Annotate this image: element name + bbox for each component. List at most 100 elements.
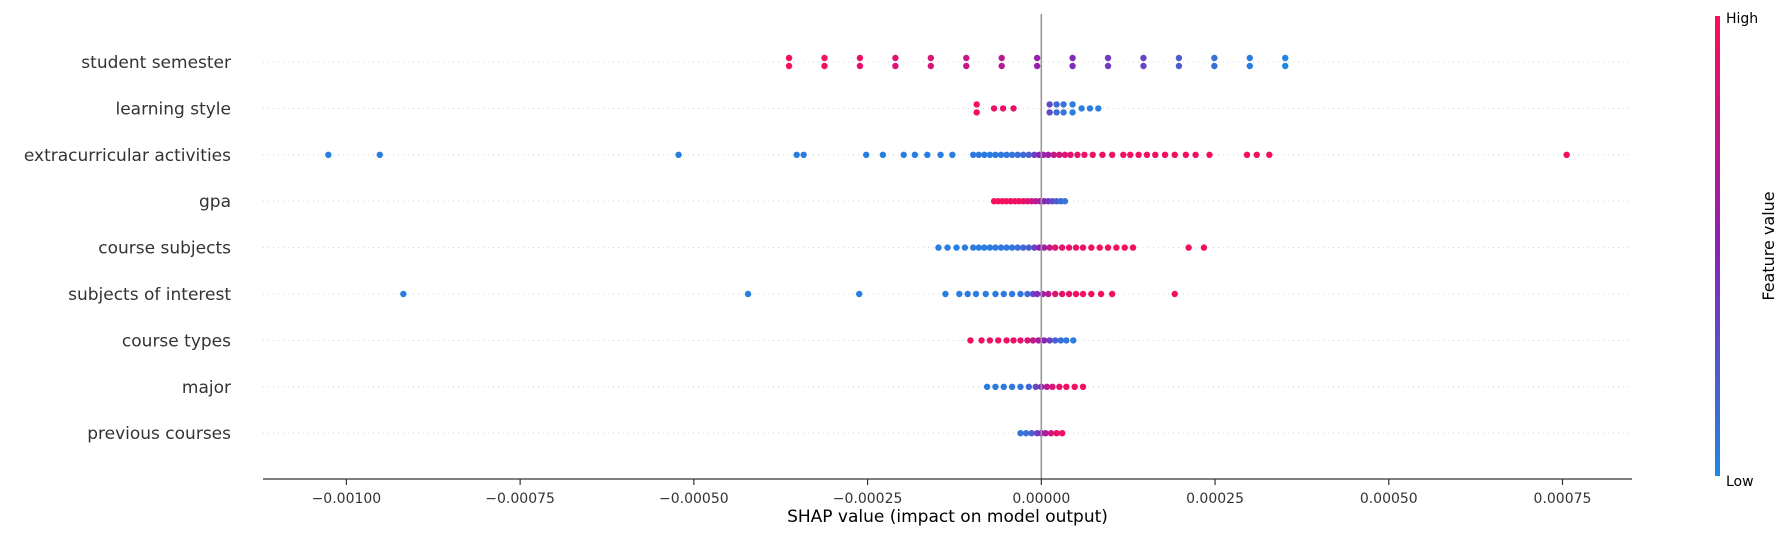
shap-point bbox=[1108, 151, 1116, 158]
shap-point bbox=[892, 54, 899, 62]
shap-point bbox=[953, 244, 960, 251]
shap-point bbox=[1079, 290, 1087, 298]
shap-point bbox=[1211, 62, 1218, 70]
shap-point bbox=[1045, 151, 1052, 158]
shap-point bbox=[1033, 62, 1041, 70]
shap-point bbox=[744, 290, 752, 298]
shap-point bbox=[963, 62, 970, 70]
shap-point bbox=[1022, 430, 1030, 437]
shap-point bbox=[1017, 290, 1024, 298]
shap-point bbox=[1039, 290, 1046, 298]
shap-point bbox=[1020, 244, 1027, 251]
shap-point bbox=[992, 383, 999, 390]
shap-point bbox=[1031, 151, 1038, 158]
shap-point bbox=[1028, 430, 1035, 437]
shap-point bbox=[1086, 105, 1094, 112]
shap-point bbox=[1063, 383, 1070, 390]
shap-point bbox=[1017, 383, 1024, 390]
shap-point bbox=[1095, 105, 1102, 112]
shap-point bbox=[937, 151, 944, 158]
shap-point bbox=[1049, 383, 1056, 390]
shap-point bbox=[1025, 383, 1033, 390]
shap-point bbox=[1053, 101, 1060, 108]
shap-point bbox=[1069, 54, 1076, 62]
shap-point bbox=[1029, 337, 1037, 344]
shap-point bbox=[1175, 62, 1183, 70]
shap-point bbox=[1067, 151, 1074, 158]
shap-point bbox=[1081, 151, 1088, 158]
shap-point bbox=[1104, 62, 1112, 70]
shap-point bbox=[1025, 244, 1033, 251]
shap-point bbox=[973, 109, 980, 116]
shap-point bbox=[983, 383, 991, 390]
shap-point bbox=[1182, 151, 1190, 158]
x-tick-label: −0.00050 bbox=[659, 491, 729, 507]
feature-label: subjects of interest bbox=[68, 285, 231, 305]
shap-point bbox=[1058, 430, 1066, 437]
shap-point bbox=[1113, 244, 1120, 251]
shap-point bbox=[856, 54, 864, 62]
shap-point bbox=[1065, 290, 1073, 298]
feature-label: learning style bbox=[115, 99, 231, 119]
shap-point bbox=[793, 151, 800, 158]
shap-point bbox=[1046, 337, 1053, 344]
shap-point bbox=[892, 62, 899, 70]
shap-point bbox=[1052, 337, 1059, 344]
x-axis-title: SHAP value (impact on model output) bbox=[787, 507, 1108, 527]
x-tick-label: −0.00100 bbox=[312, 491, 382, 507]
shap-point bbox=[1025, 151, 1033, 158]
shap-point bbox=[1053, 109, 1060, 116]
shap-point bbox=[975, 244, 982, 251]
shap-point bbox=[1152, 151, 1159, 158]
shap-point bbox=[1024, 337, 1031, 344]
shap-point bbox=[1053, 430, 1060, 437]
shap-point bbox=[1175, 54, 1183, 62]
shap-point bbox=[1140, 54, 1147, 62]
shap-point bbox=[400, 290, 407, 298]
shap-point bbox=[821, 62, 828, 70]
shap-point bbox=[1079, 244, 1087, 251]
shap-point bbox=[1003, 244, 1010, 251]
shap-point bbox=[998, 54, 1005, 62]
shap-point bbox=[1266, 151, 1273, 158]
shap-point bbox=[1120, 151, 1127, 158]
colorbar-low-label: Low bbox=[1726, 474, 1754, 490]
shap-point bbox=[1243, 151, 1251, 158]
feature-labels: student semester learning style extracurri… bbox=[24, 53, 231, 444]
shap-point bbox=[981, 151, 988, 158]
shap-point bbox=[1040, 244, 1048, 251]
shap-point bbox=[1008, 151, 1016, 158]
shap-point bbox=[1089, 151, 1096, 158]
shap-point bbox=[1020, 151, 1027, 158]
shap-point bbox=[964, 290, 971, 298]
x-axis-ticks: −0.00100 −0.00075 −0.00050 −0.00025 0.00000 0… bbox=[312, 479, 1591, 507]
shap-point bbox=[972, 290, 980, 298]
shap-point bbox=[785, 54, 793, 62]
shap-point bbox=[1135, 151, 1142, 158]
feature-label: student semester bbox=[81, 53, 231, 73]
shap-point bbox=[1014, 151, 1021, 158]
x-tick-label: 0.00050 bbox=[1360, 491, 1418, 507]
shap-point bbox=[821, 54, 828, 62]
shap-point bbox=[973, 101, 980, 108]
feature-label: course types bbox=[122, 331, 231, 351]
shap-point bbox=[1171, 151, 1178, 158]
shap-point bbox=[1129, 244, 1137, 251]
x-tick-label: −0.00025 bbox=[833, 491, 903, 507]
shap-point bbox=[1104, 54, 1112, 62]
shap-point bbox=[1192, 151, 1199, 158]
shap-point bbox=[978, 337, 985, 344]
feature-guide-lines bbox=[263, 61, 1632, 434]
shap-point bbox=[1000, 290, 1007, 298]
feature-label: course subjects bbox=[98, 239, 231, 259]
x-tick-label: 0.00025 bbox=[1186, 491, 1244, 507]
shap-point bbox=[856, 290, 863, 298]
shap-point bbox=[1046, 109, 1053, 116]
shap-point bbox=[949, 151, 956, 158]
shap-point bbox=[1050, 151, 1058, 158]
shap-point bbox=[1078, 105, 1085, 112]
shap-point bbox=[1010, 337, 1017, 344]
x-tick-label: 0.00000 bbox=[1012, 491, 1070, 507]
shap-point bbox=[1200, 244, 1208, 251]
shap-point bbox=[1008, 290, 1016, 298]
